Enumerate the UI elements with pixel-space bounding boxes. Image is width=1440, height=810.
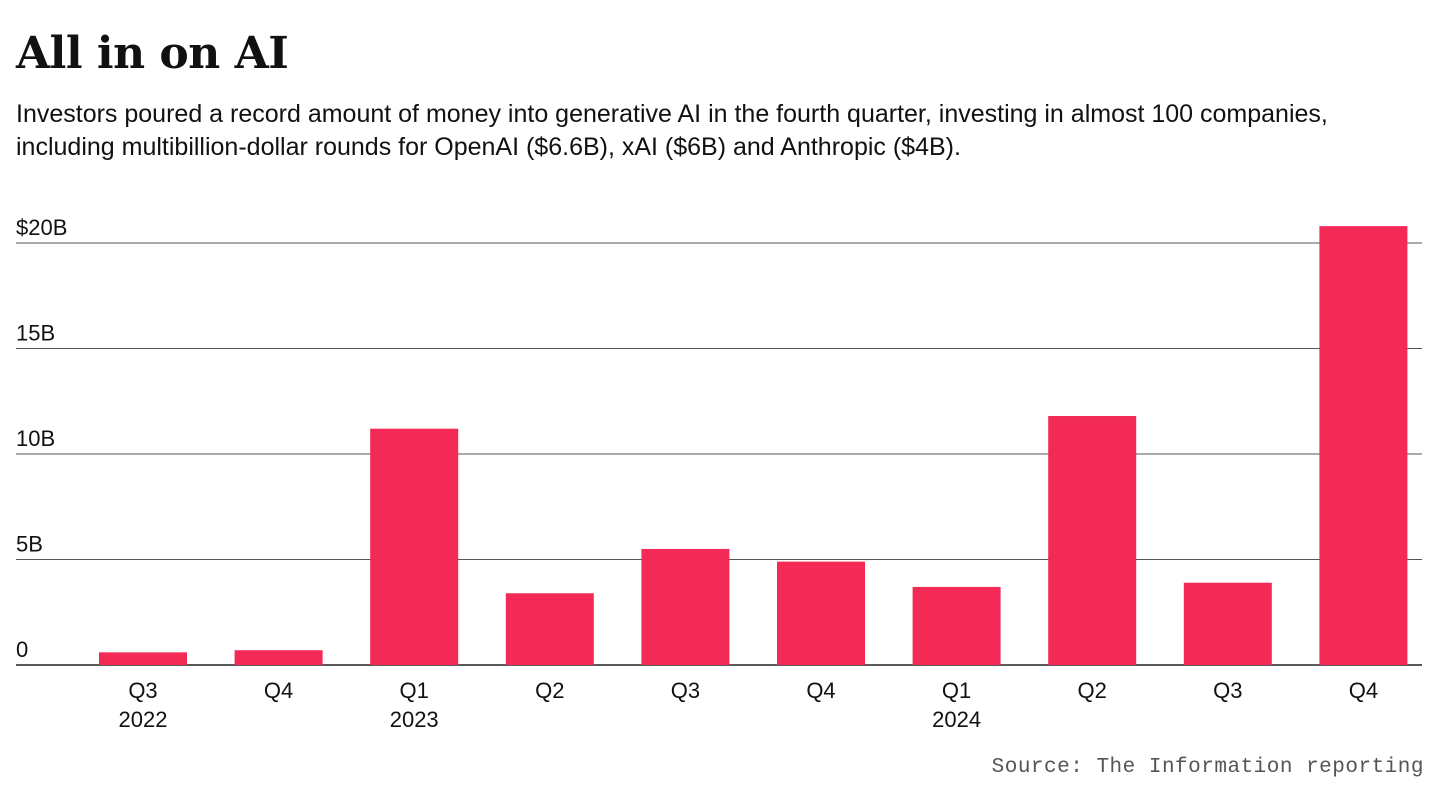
x-tick-quarter: Q2	[535, 678, 564, 703]
bar-3	[505, 593, 594, 665]
bar-4	[641, 548, 730, 665]
bar-2	[370, 428, 459, 665]
bar-8	[1183, 582, 1272, 665]
bar-5	[777, 561, 865, 665]
bar-0	[99, 652, 187, 665]
y-tick-label: 10B	[16, 426, 55, 451]
x-tick-quarter: Q2	[1078, 678, 1107, 703]
bar-7	[1048, 416, 1137, 665]
source-note: Source: The Information reporting	[991, 756, 1424, 779]
bar-1	[234, 650, 323, 665]
x-tick-quarter: Q3	[671, 678, 700, 703]
x-tick-quarter: Q3	[128, 678, 157, 703]
bar-9	[1319, 226, 1408, 665]
y-axis-ticks: 0 5B 10B 15B $20B	[16, 215, 67, 662]
bars	[99, 226, 1408, 665]
x-tick-quarter: Q1	[400, 678, 429, 703]
x-tick-quarter: Q4	[806, 678, 835, 703]
y-tick-label: 0	[16, 637, 28, 662]
x-axis-labels: Q3 2022 Q4 Q1 2023 Q2 Q3 Q4 Q1 2024 Q2 Q3 Q4	[119, 678, 1379, 732]
y-tick-label: 5B	[16, 532, 43, 557]
bar-6	[912, 586, 1001, 665]
y-tick-label: $20B	[16, 215, 67, 240]
x-tick-year: 2024	[932, 707, 981, 732]
x-tick-year: 2022	[119, 707, 168, 732]
y-tick-label: 15B	[16, 321, 55, 346]
bar-chart: 0 5B 10B 15B $20B Q3 2022 Q4 Q1 2023 Q2 Q3 Q4 Q1 2024…	[16, 215, 1422, 732]
x-tick-quarter: Q4	[1349, 678, 1378, 703]
x-tick-quarter: Q1	[942, 678, 971, 703]
x-tick-year: 2023	[390, 707, 439, 732]
chart-title: All in on AI	[16, 28, 289, 79]
chart-subtitle: Investors poured a record amount of mone…	[16, 100, 1328, 161]
x-tick-quarter: Q3	[1213, 678, 1242, 703]
x-tick-quarter: Q4	[264, 678, 293, 703]
